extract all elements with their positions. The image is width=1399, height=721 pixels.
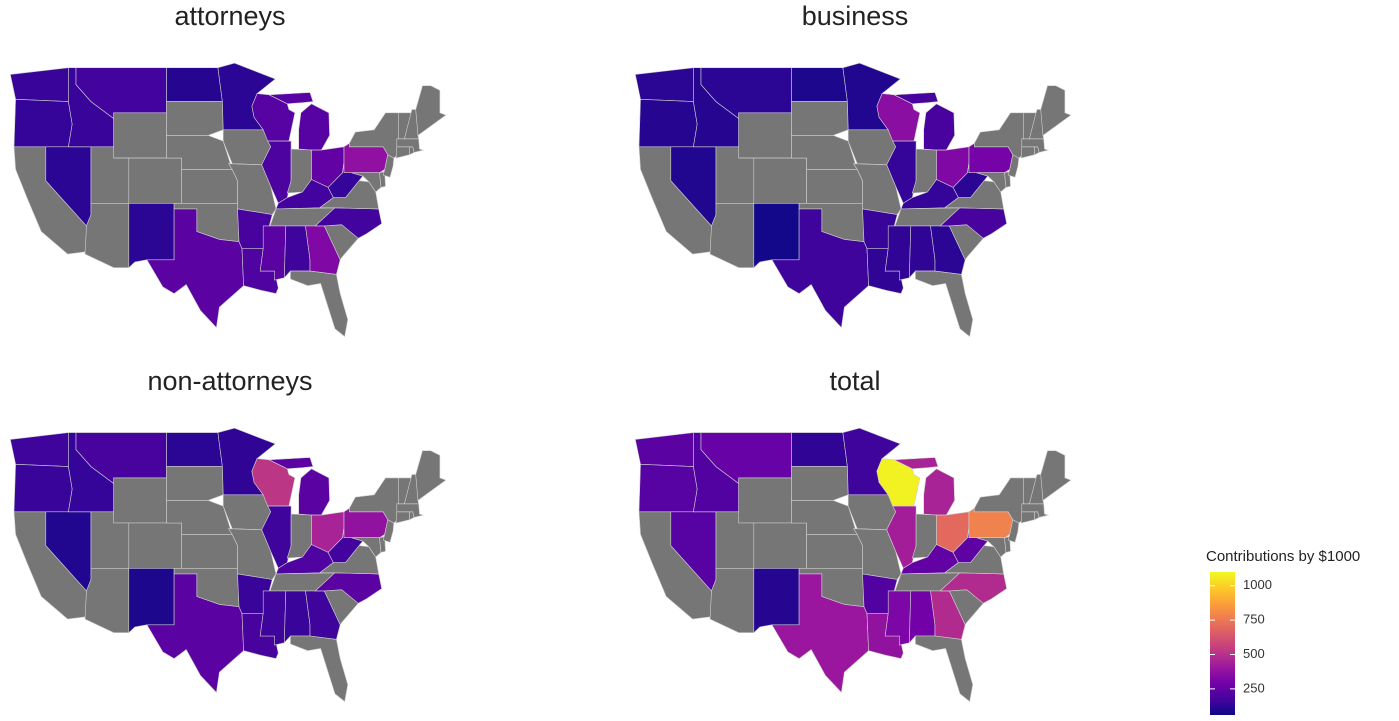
state-no-data	[1020, 511, 1035, 524]
panel-title: total	[829, 366, 880, 396]
state-no-data	[738, 477, 792, 524]
state	[634, 67, 694, 102]
state	[13, 463, 73, 513]
state-no-data	[166, 466, 224, 501]
map	[9, 62, 447, 338]
state-no-data	[791, 101, 849, 136]
state-no-data	[791, 466, 849, 501]
state	[753, 203, 800, 269]
state-no-data	[113, 112, 167, 159]
state-no-data	[84, 203, 130, 268]
state	[638, 463, 698, 513]
state	[771, 208, 869, 329]
map	[634, 62, 1072, 338]
state-no-data	[128, 522, 182, 569]
state-no-data	[1040, 85, 1072, 136]
map	[634, 427, 1072, 703]
panel-title: non-attorneys	[147, 366, 312, 396]
state	[283, 225, 311, 279]
state	[13, 98, 73, 148]
state-no-data	[290, 270, 349, 338]
panel-title: business	[802, 1, 909, 31]
state	[908, 225, 936, 279]
state-no-data	[181, 169, 238, 204]
state	[146, 573, 244, 694]
state	[791, 432, 848, 467]
state	[128, 568, 175, 634]
state	[166, 432, 223, 467]
state	[753, 568, 800, 634]
legend-title: Contributions by $1000	[1206, 548, 1360, 565]
state-no-data	[738, 112, 792, 159]
panel-title: attorneys	[174, 1, 285, 31]
state-no-data	[1040, 450, 1072, 501]
state-no-data	[222, 494, 272, 531]
state-no-data	[222, 129, 272, 166]
state-no-data	[396, 138, 425, 153]
state-no-data	[84, 568, 130, 633]
state-no-data	[396, 503, 425, 518]
state	[9, 67, 69, 102]
state	[343, 507, 389, 538]
state-no-data	[806, 169, 863, 204]
state-no-data	[753, 522, 807, 569]
state	[968, 507, 1014, 538]
state-no-data	[166, 101, 224, 136]
state	[634, 432, 694, 467]
state-no-data	[1021, 138, 1050, 153]
state-no-data	[709, 203, 755, 268]
state-no-data	[395, 511, 410, 524]
state-no-data	[709, 568, 755, 633]
state	[791, 67, 848, 102]
state	[968, 142, 1014, 173]
state	[908, 590, 936, 644]
state	[771, 573, 869, 694]
colorbar-tick-label: 250	[1243, 680, 1265, 695]
state-no-data	[290, 635, 349, 703]
state-no-data	[1020, 146, 1035, 159]
state-no-data	[915, 635, 974, 703]
state	[283, 590, 311, 644]
state-no-data	[181, 534, 238, 569]
colorbar-tick-label: 1000	[1243, 577, 1272, 592]
state-no-data	[806, 534, 863, 569]
colorbar-tick-label: 750	[1243, 612, 1265, 627]
state-no-data	[395, 146, 410, 159]
state-no-data	[1021, 503, 1050, 518]
map	[9, 427, 447, 703]
state-no-data	[915, 270, 974, 338]
state-no-data	[847, 494, 897, 531]
state	[343, 142, 389, 173]
state-no-data	[847, 129, 897, 166]
state-no-data	[415, 85, 447, 136]
state	[166, 67, 223, 102]
colorbar	[1210, 572, 1235, 715]
state	[146, 208, 244, 329]
state	[638, 98, 698, 148]
state-no-data	[113, 477, 167, 524]
state-no-data	[753, 157, 807, 204]
state	[128, 203, 175, 269]
state	[9, 432, 69, 467]
state-no-data	[128, 157, 182, 204]
colorbar-tick-label: 500	[1243, 646, 1265, 661]
state-no-data	[415, 450, 447, 501]
